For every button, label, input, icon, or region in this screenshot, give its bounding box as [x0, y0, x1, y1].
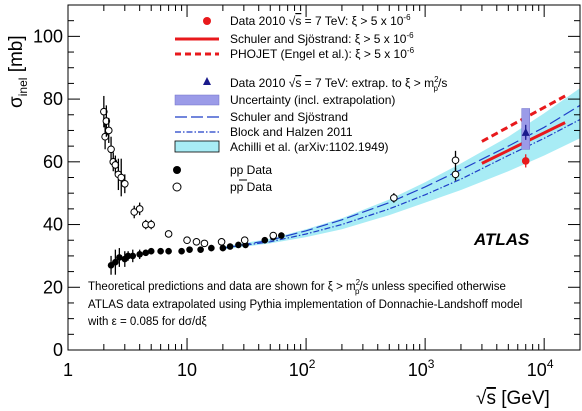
- legend-label-extrap: Data 2010 √s = 7 TeV: extrap. to ξ > m2 p…: [230, 75, 447, 93]
- y-tick-label: 60: [43, 152, 63, 172]
- ppbar-point: [390, 194, 398, 202]
- legend-label-schuler: Schuler and Sjöstrand: [230, 110, 348, 124]
- pp-point: [178, 247, 185, 255]
- ppbar-point: [451, 170, 460, 179]
- x-tick-label: 10: [177, 360, 197, 380]
- pp-point: [157, 247, 164, 255]
- y-tick-label: 20: [43, 277, 63, 297]
- pp-point: [124, 252, 132, 260]
- ppbar-point: [117, 173, 126, 182]
- data-points-layer: [100, 95, 530, 275]
- y-tick-label: 0: [53, 340, 63, 360]
- ppbar-point: [104, 126, 113, 135]
- legend-label-uncertainty: Uncertainty (incl. extrapolation): [230, 93, 395, 107]
- note-line-1: Theoretical predictions and data are sho…: [88, 278, 506, 296]
- ppbar-point: [107, 145, 115, 154]
- pp-point: [186, 246, 193, 253]
- legend-label-achilli: Achilli et al. (arXiv:1102.1949): [230, 140, 389, 154]
- curve-block-halzen: [222, 118, 581, 249]
- legend-marker-data2010: [203, 17, 211, 25]
- x-tick-label: 102: [289, 357, 316, 380]
- legend-marker-extrap: [203, 77, 211, 85]
- ppbar-point: [217, 237, 226, 246]
- legend-marker-pp: [173, 166, 181, 174]
- x-tick-label: 103: [408, 357, 435, 380]
- ppbar-point: [192, 237, 201, 246]
- axis-ticks: 0 20 40 60 80 100 1 10 102 103 104: [33, 5, 581, 380]
- ppbar-point: [101, 132, 109, 141]
- note-line-2: ATLAS data extrapolated using Pythia imp…: [88, 299, 522, 311]
- y-axis-label: σinel [mb]: [6, 35, 30, 108]
- pp-point: [219, 244, 227, 252]
- legend-label-data2010: Data 2010 √s = 7 TeV: ξ > 5 x 10-6: [230, 13, 411, 28]
- legend: Data 2010 √s = 7 TeV: ξ > 5 x 10-6 Schul…: [172, 13, 447, 194]
- y-tick-label: 100: [33, 26, 63, 46]
- ppbar-point: [147, 220, 156, 229]
- pp-point: [136, 251, 143, 258]
- ppbar-point: [200, 239, 209, 248]
- pp-point: [235, 241, 242, 249]
- achilli-band-layer: [222, 88, 580, 250]
- legend-swatch-achilli: [174, 140, 220, 153]
- legend-marker-ppbar: [172, 182, 182, 192]
- ppbar-point: [183, 236, 191, 245]
- pp-point: [226, 243, 234, 250]
- ppbar-point: [111, 161, 120, 169]
- x-tick-label: 1: [63, 360, 73, 380]
- ppbar-point: [451, 156, 460, 165]
- ppbar-point: [164, 230, 173, 238]
- legend-label-pp: pp Data: [230, 163, 272, 177]
- legend-label-schuler-xi: Schuler and Sjöstrand: ξ > 5 x 10-6: [230, 31, 414, 46]
- ppbar-point: [269, 231, 278, 240]
- legend-label-block: Block and Halzen 2011: [230, 125, 353, 139]
- achilli-band: [222, 88, 580, 250]
- x-axis-label: √s [GeV]: [476, 388, 550, 409]
- pp-point: [261, 236, 269, 244]
- atlas-label: ATLAS: [473, 230, 530, 249]
- pp-point: [278, 232, 285, 239]
- pp-point: [197, 246, 204, 253]
- pp-point: [208, 244, 215, 252]
- data2010-point: [521, 157, 530, 165]
- x-tick-label: 104: [527, 357, 554, 380]
- legend-swatch-uncertainty: [174, 94, 220, 106]
- ppbar-point: [120, 179, 129, 188]
- ppbar-point: [135, 205, 144, 213]
- legend-label-phojet: PHOJET (Engel et al.): ξ > 5 x 10-6: [230, 46, 415, 61]
- ppbar-point: [240, 236, 249, 245]
- note-line-3: with ε = 0.085 for dσ/dξ: [87, 316, 207, 328]
- pp-point: [165, 247, 172, 255]
- ppbar-point: [130, 208, 139, 216]
- extrap-point: [521, 127, 530, 136]
- y-tick-label: 40: [43, 215, 63, 235]
- pp-point: [147, 247, 155, 255]
- legend-label-ppbar: pp Data: [230, 180, 272, 194]
- pp-point: [116, 254, 123, 261]
- ppbar-point: [100, 107, 108, 116]
- pp-point: [142, 249, 150, 257]
- pp-point: [112, 258, 119, 266]
- y-tick-label: 80: [43, 89, 63, 109]
- pp-point: [129, 252, 137, 260]
- ppbar-point: [102, 117, 111, 125]
